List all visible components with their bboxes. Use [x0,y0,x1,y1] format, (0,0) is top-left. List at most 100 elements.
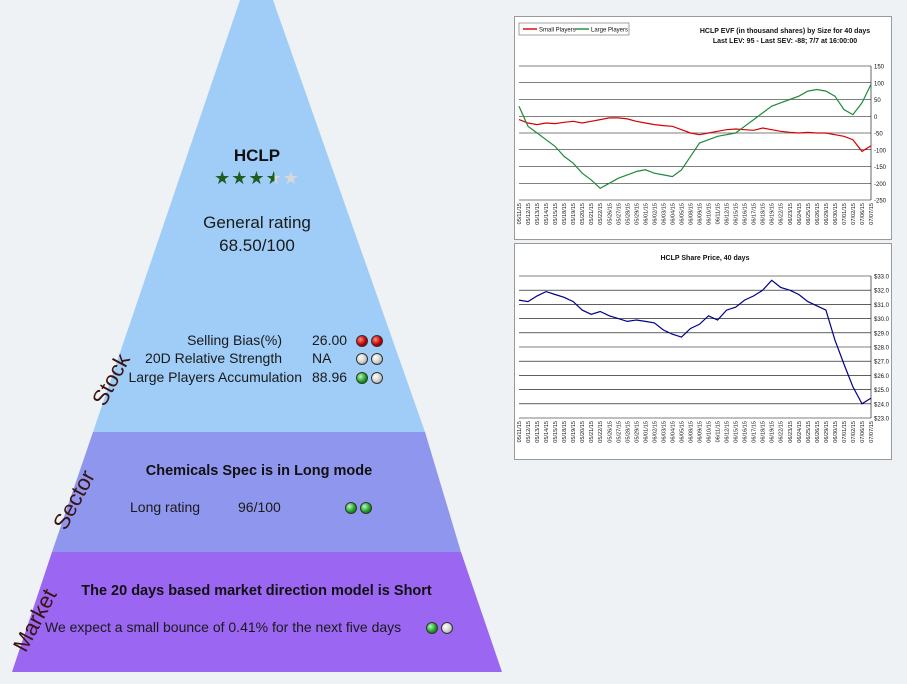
y-tick-label: $24.0 [874,402,890,408]
x-tick-label: 06/23/15 [788,203,794,225]
red-status-icon [371,334,383,347]
x-tick-label: 05/29/15 [634,421,640,443]
metric-label-large-players: Large Players Accumulation [128,369,302,385]
evf-chart: HCLP EVF (in thousand shares) by Size fo… [517,22,887,225]
x-tick-label: 05/18/15 [562,421,568,443]
x-tick-label: 05/14/15 [544,421,550,443]
y-tick-label: $33.0 [874,275,890,281]
metric-label-relative-strength: 20D Relative Strength [145,350,282,366]
x-tick-label: 06/05/15 [679,203,685,225]
x-tick-label: 05/28/15 [625,203,631,225]
y-tick-label: $28.0 [874,346,890,352]
small-players-series-line [518,117,872,153]
x-tick-label: 05/29/15 [634,203,640,225]
y-tick-label: -100 [874,148,887,154]
x-tick-label: 06/10/15 [707,421,713,443]
metric-label-selling-bias: Selling Bias(%) [187,332,282,348]
legend-entry: Small Players [539,28,576,34]
x-tick-label: 07/07/15 [869,203,875,225]
x-tick-label: 07/01/15 [842,421,848,443]
x-tick-label: 05/15/15 [553,421,559,443]
x-tick-label: 05/15/15 [553,203,559,225]
x-tick-label: 06/22/15 [779,203,785,225]
x-tick-label: 06/17/15 [752,203,758,225]
x-tick-label: 07/07/15 [869,421,875,443]
y-tick-label: $31.0 [874,303,890,309]
x-tick-label: 06/24/15 [797,421,803,443]
x-tick-label: 06/15/15 [734,203,740,225]
x-tick-label: 06/24/15 [797,203,803,225]
y-tick-label: $25.0 [874,388,890,394]
x-tick-label: 06/01/15 [643,421,649,443]
market-text: We expect a small bounce of 0.41% for th… [45,619,402,635]
green-status-icon [356,371,368,384]
x-tick-label: 06/19/15 [770,203,776,225]
y-tick-label: $27.0 [874,360,890,366]
x-tick-label: 05/13/15 [535,421,541,443]
green-status-icon [426,621,438,634]
y-tick-label: -200 [874,182,887,188]
x-tick-label: 05/19/15 [571,203,577,225]
chart-title: HCLP EVF (in thousand shares) by Size fo… [700,28,870,35]
x-tick-label: 05/19/15 [571,421,577,443]
x-tick-label: 07/02/15 [851,203,857,225]
y-tick-label: $30.0 [874,317,890,323]
x-tick-label: 06/18/15 [761,421,767,443]
metric-value-relative-strength: NA [312,350,332,366]
x-tick-label: 06/25/15 [806,421,812,443]
market-dots [426,619,456,637]
x-tick-label: 05/11/15 [517,203,523,224]
x-tick-label: 05/27/15 [616,203,622,225]
x-tick-label: 05/12/15 [526,421,532,443]
y-tick-label: 50 [874,98,881,104]
metric-dots-large-players [356,369,386,387]
x-tick-label: 05/28/15 [625,421,631,443]
x-tick-label: 06/02/15 [652,421,658,443]
x-tick-label: 05/13/15 [535,203,541,225]
x-tick-label: 06/15/15 [734,421,740,443]
x-tick-label: 05/22/15 [598,203,604,225]
market-title: The 20 days based market direction model… [81,583,432,599]
x-tick-label: 06/01/15 [643,203,649,225]
x-tick-label: 05/21/15 [589,203,595,225]
gray-status-icon [371,371,383,384]
red-status-icon [356,334,368,347]
x-tick-label: 06/11/15 [716,203,722,224]
star-rating: ★★★★★ [197,168,317,189]
legend-entry: Large Players [591,28,628,34]
green-status-icon [360,501,372,514]
rating-pyramid [12,0,502,672]
x-tick-label: 06/02/15 [652,203,658,225]
x-tick-label: 05/14/15 [544,203,550,225]
x-tick-label: 07/06/15 [860,421,866,443]
empty-star-icon: ★ [282,168,300,188]
x-tick-label: 06/25/15 [806,203,812,225]
chart-title: HCLP Share Price, 40 days [661,255,750,262]
x-tick-label: 05/12/15 [526,203,532,225]
x-tick-label: 06/12/15 [725,421,731,443]
x-tick-label: 06/09/15 [698,203,704,225]
price-series-line [518,279,872,405]
price-chart: HCLP Share Price, 40 days $33.0 $32.0 $31.0… [517,255,890,443]
x-tick-label: 07/01/15 [842,203,848,225]
sector-band [52,432,461,552]
y-tick-label: $23.0 [874,417,890,423]
x-tick-label: 06/16/15 [743,421,749,443]
star-icon: ★ [248,168,266,188]
x-tick-label: 05/26/15 [607,421,613,443]
x-tick-label: 06/17/15 [752,421,758,443]
x-tick-label: 05/21/15 [589,421,595,443]
x-tick-label: 06/29/15 [824,203,830,225]
x-tick-label: 06/04/15 [670,421,676,443]
green-status-icon [345,501,357,514]
x-tick-label: 05/27/15 [616,421,622,443]
x-tick-label: 06/12/15 [725,203,731,225]
sector-title: Chemicals Spec is in Long mode [145,463,373,479]
evf-chart-panel: HCLP EVF (in thousand shares) by Size fo… [514,16,892,240]
x-tick-label: 06/10/15 [707,203,713,225]
x-tick-label: 06/30/15 [833,203,839,225]
x-tick-label: 06/09/15 [698,421,704,443]
y-tick-label: -150 [874,165,887,171]
general-rating-label: General rating [203,213,311,232]
x-tick-label: 05/20/15 [580,421,586,443]
